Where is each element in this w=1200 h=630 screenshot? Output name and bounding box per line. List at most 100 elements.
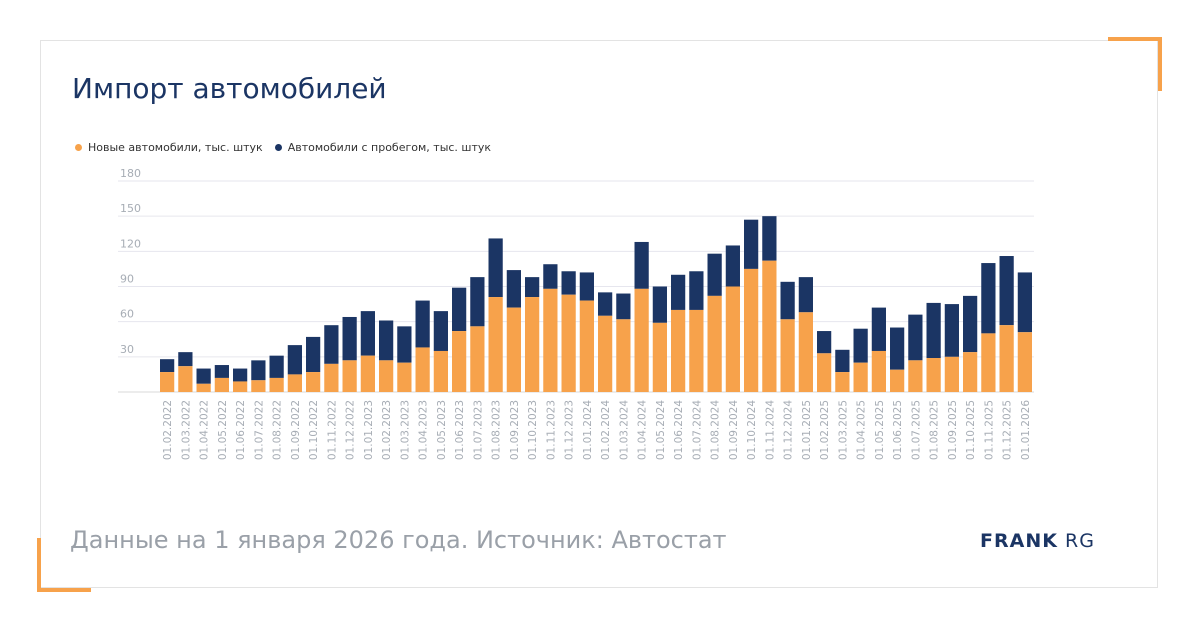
bar-new [817,353,832,392]
legend-dot-used [274,144,282,151]
bar-used [652,286,667,323]
bar-used [415,300,430,348]
x-tick-label: 01.02.2025 [819,400,831,460]
bar-new [689,309,704,392]
bar-new [1017,332,1032,392]
x-tick-label: 01.08.2023 [491,400,503,460]
x-tick-label: 01.06.2022 [235,400,247,460]
bar-new [561,294,576,392]
bar-new [233,381,248,392]
bar-used [561,271,576,295]
logo-light-text: RG [1065,530,1095,552]
bar-used [433,311,448,351]
bar-new [196,383,211,392]
x-tick-label: 01.05.2025 [874,400,886,460]
bar-used [944,304,959,357]
bar-new [652,322,667,392]
bar-new [616,319,631,392]
bar-new [397,362,412,392]
bar-new [269,377,284,392]
logo-bold-text: FRANK [980,530,1058,552]
bar-used [214,365,229,378]
x-tick-label: 01.05.2022 [217,400,229,460]
chart-title: Импорт автомобилей [72,72,387,105]
x-tick-label: 01.07.2024 [691,400,703,460]
bar-used [634,241,649,289]
bar-used [798,277,813,313]
x-tick-label: 01.10.2025 [965,400,977,460]
bar-used [251,360,266,381]
bar-used [780,281,795,320]
x-tick-label: 01.09.2023 [509,400,521,460]
x-tick-label: 01.03.2024 [618,400,630,460]
x-tick-label: 01.01.2026 [1020,400,1032,460]
x-tick-label: 01.09.2022 [290,400,302,460]
x-tick-label: 01.04.2023 [418,400,430,460]
x-tick-label: 01.01.2023 [363,400,375,460]
bar-used [744,219,759,269]
bar-new [725,286,740,392]
bar-used [397,326,412,363]
y-tick-label: 30 [120,343,134,356]
x-tick-label: 01.12.2023 [564,400,576,460]
x-tick-label: 01.12.2024 [783,400,795,460]
legend-item-new: Новые автомобили, тыс. штук [75,141,263,154]
bar-new [926,358,941,392]
x-tick-label: 01.04.2025 [856,400,868,460]
bar-used [525,277,540,298]
bar-new [251,380,266,392]
legend-dot-new [75,144,82,151]
bar-new [379,360,394,392]
bar-new [598,315,613,392]
legend-label-used: Автомобили с пробегом, тыс. штук [287,141,492,154]
x-tick-label: 01.12.2022 [345,400,357,460]
y-axis-ticks: 30 60 90 120 150 180 [120,167,141,356]
bar-used [689,271,704,310]
bar-used [871,307,886,351]
bar-new [324,363,339,392]
bar-new [160,372,175,392]
bar-new [178,366,193,392]
bar-used [579,272,594,301]
source-note: Данные на 1 января 2026 года. Источник: … [70,526,727,554]
bar-used [506,270,521,308]
y-tick-label: 60 [120,308,134,321]
bar-used [926,302,941,359]
x-tick-label: 01.03.2023 [399,400,411,460]
bar-used [762,216,777,261]
x-tick-label: 01.08.2024 [710,400,722,460]
x-tick-label: 01.02.2024 [600,400,612,460]
bar-used [890,327,905,370]
x-tick-label: 01.07.2023 [472,400,484,460]
bar-new [214,377,229,392]
bar-used [981,263,996,334]
bar-new [543,288,558,392]
bar-used [853,328,868,363]
y-tick-label: 120 [120,237,141,250]
x-tick-label: 01.11.2025 [983,400,995,460]
x-tick-label: 01.01.2025 [801,400,813,460]
bar-used [324,325,339,364]
bar-used [160,359,175,373]
bar-used [1017,272,1032,333]
bar-new [470,326,485,392]
bar-new [433,350,448,392]
bar-new [853,362,868,392]
x-tick-label: 01.01.2024 [582,400,594,460]
bar-used [470,277,485,327]
bar-used [725,245,740,287]
x-tick-label: 01.09.2024 [728,400,740,460]
bar-used [543,264,558,289]
x-tick-label: 01.10.2022 [308,400,320,460]
corner-accent-top-right [1108,37,1162,91]
bar-new [798,312,813,392]
x-tick-label: 01.03.2022 [180,400,192,460]
y-tick-label: 180 [120,167,141,180]
bar-used [999,256,1014,326]
bar-new [871,350,886,392]
x-tick-label: 01.05.2024 [655,400,667,460]
bar-used [306,336,321,373]
x-tick-label: 01.10.2024 [746,400,758,460]
bar-new [360,355,375,392]
